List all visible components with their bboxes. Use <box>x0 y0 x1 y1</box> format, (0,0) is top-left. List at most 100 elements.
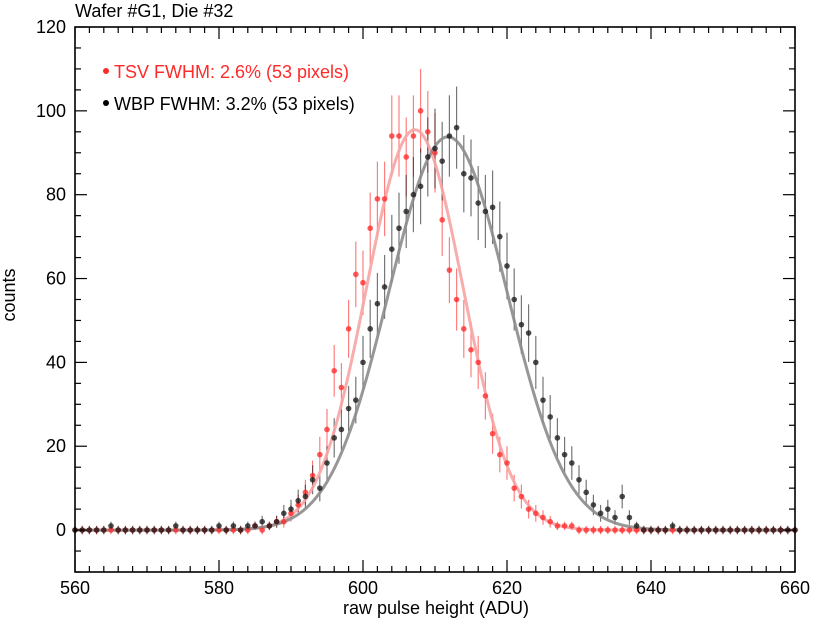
data-point <box>230 527 237 533</box>
data-point <box>144 527 150 533</box>
data-point <box>317 451 323 458</box>
data-point <box>684 527 690 533</box>
data-point <box>561 451 568 458</box>
data-point <box>756 527 762 533</box>
data-point <box>763 527 769 533</box>
axis-ticks <box>74 26 796 573</box>
data-point <box>273 518 280 525</box>
data-point <box>237 527 244 533</box>
data-point <box>489 430 496 437</box>
legend-marker-wbp <box>103 100 109 106</box>
y-tick-label: 20 <box>46 436 66 456</box>
data-point <box>504 263 510 269</box>
legend-label-wbp: WBP FWHM: 3.2% (53 pixels) <box>114 94 355 114</box>
data-point <box>446 133 453 139</box>
data-point <box>389 246 395 252</box>
error-bars <box>74 68 796 535</box>
data-point <box>353 397 359 403</box>
data-point <box>641 527 647 533</box>
x-tick-label: 640 <box>636 578 666 598</box>
data-point <box>612 514 618 521</box>
y-tick-labels: 0 20 40 60 80 100 120 <box>36 17 66 540</box>
data-point <box>360 359 366 366</box>
data-point <box>504 460 510 466</box>
y-tick-label: 80 <box>46 185 66 205</box>
data-point <box>129 527 136 533</box>
data-point <box>281 510 287 517</box>
data-point <box>266 523 273 529</box>
data-point <box>511 485 517 491</box>
x-tick-label: 580 <box>204 578 234 598</box>
y-tick-label: 0 <box>56 520 66 540</box>
data-point <box>165 527 172 533</box>
data-point <box>749 527 755 533</box>
data-point <box>338 426 345 433</box>
data-point <box>230 523 237 529</box>
data-point <box>518 321 525 328</box>
data-point <box>324 426 330 433</box>
data-point <box>648 527 654 533</box>
y-tick-label: 120 <box>36 17 66 37</box>
data-point <box>158 527 165 533</box>
data-point <box>468 175 474 181</box>
data-point <box>590 527 597 533</box>
chart-title: Wafer #G1, Die #32 <box>75 1 233 21</box>
data-point <box>317 485 323 491</box>
data-point <box>662 527 669 533</box>
y-tick-label: 60 <box>46 269 66 289</box>
data-point <box>727 527 733 533</box>
data-point <box>108 523 114 529</box>
x-tick-labels: 560 580 600 620 640 660 <box>60 578 810 598</box>
data-point <box>122 527 129 533</box>
data-point <box>525 506 532 512</box>
data-point <box>691 527 697 533</box>
data-point <box>482 208 489 215</box>
data-point <box>554 523 561 529</box>
data-point <box>590 502 597 508</box>
data-point <box>223 527 229 533</box>
data-point <box>597 527 604 533</box>
data-point <box>374 300 381 307</box>
data-point <box>302 493 309 500</box>
data-point <box>345 326 352 332</box>
data-point <box>439 158 446 164</box>
data-point <box>453 296 460 303</box>
data-point <box>403 208 410 215</box>
data-point <box>259 527 266 533</box>
data-point <box>338 384 345 391</box>
data-point <box>381 284 388 290</box>
data-point <box>561 523 568 529</box>
data-point <box>439 217 446 223</box>
data-point <box>446 267 453 273</box>
data-point <box>453 124 460 131</box>
data-point <box>583 489 589 496</box>
data-point <box>482 393 489 399</box>
data-point <box>295 502 302 508</box>
data-point <box>734 527 741 533</box>
data-point <box>410 191 417 198</box>
data-point <box>626 527 633 533</box>
data-point <box>309 476 316 483</box>
x-tick-label: 560 <box>60 578 90 598</box>
data-point <box>655 527 661 533</box>
data-point <box>525 330 532 336</box>
data-point <box>475 200 482 206</box>
data-point <box>396 133 402 139</box>
data-point <box>461 326 467 332</box>
data-point <box>360 279 366 286</box>
data-point <box>633 527 640 533</box>
data-point <box>677 527 683 533</box>
data-point <box>475 359 482 366</box>
data-point <box>389 133 395 139</box>
data-point <box>86 527 93 533</box>
data-point <box>194 527 201 533</box>
data-point <box>619 527 625 533</box>
data-point <box>137 527 143 533</box>
data-point <box>612 527 618 533</box>
data-point <box>374 196 381 202</box>
x-tick-label: 660 <box>780 578 810 598</box>
data-point <box>396 225 402 232</box>
data-point <box>533 359 539 366</box>
data-point <box>669 527 676 533</box>
